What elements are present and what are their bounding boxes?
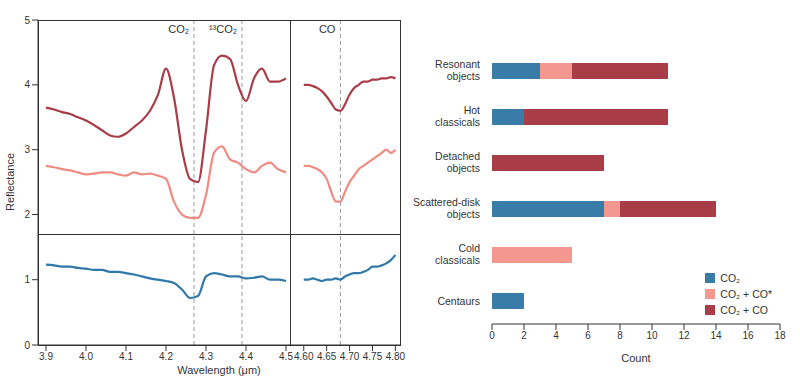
svg-text:8: 8 [617,330,623,341]
svg-text:0: 0 [489,330,495,341]
svg-text:Coldclassicals: Coldclassicals [435,242,480,266]
html-text:CO₂ + CO*: CO₂ + CO* [720,288,772,300]
svg-text:3: 3 [24,144,30,155]
svg-text:4.1: 4.1 [119,351,133,362]
svg-text:18: 18 [774,330,786,341]
svg-text:1: 1 [24,274,30,285]
svg-text:4.5: 4.5 [279,351,293,362]
svg-text:CO₂: CO₂ [168,23,189,35]
svg-text:14: 14 [710,330,722,341]
svg-text:4.3: 4.3 [199,351,213,362]
svg-text:6: 6 [585,330,591,341]
svg-text:4.70: 4.70 [340,351,360,362]
svg-text:Centaurs: Centaurs [437,295,480,307]
svg-text:4: 4 [553,330,559,341]
html-text:Reflectance: Reflectance [4,153,16,211]
svg-text:Scattered-diskobjects: Scattered-diskobjects [413,196,481,220]
svg-text:Detachedobjects: Detachedobjects [435,150,480,174]
svg-text:4.0: 4.0 [79,351,93,362]
svg-text:2: 2 [24,209,30,220]
svg-text:0: 0 [24,340,30,351]
svg-text:4.60: 4.60 [294,351,314,362]
svg-text:¹³CO₂: ¹³CO₂ [209,23,237,35]
svg-text:16: 16 [742,330,754,341]
svg-text:4.65: 4.65 [317,351,337,362]
svg-text:12: 12 [678,330,690,341]
svg-text:Count: Count [621,352,650,364]
svg-text:CO: CO [319,23,336,35]
svg-text:10: 10 [646,330,658,341]
svg-text:4.75: 4.75 [363,351,383,362]
svg-text:Hotclassicals: Hotclassicals [435,104,480,128]
svg-text:5: 5 [24,15,30,26]
svg-text:4.2: 4.2 [159,351,173,362]
svg-text:3.9: 3.9 [39,351,53,362]
html-text:Wavelength (μm): Wavelength (μm) [177,364,261,376]
svg-text:4.4: 4.4 [239,351,253,362]
svg-text:2: 2 [521,330,527,341]
svg-text:Resonantobjects: Resonantobjects [435,58,480,82]
html-text:CO₂ + CO: CO₂ + CO [720,304,768,316]
svg-text:4: 4 [24,79,30,90]
svg-text:4.80: 4.80 [386,351,406,362]
html-text:CO₂: CO₂ [720,272,741,284]
